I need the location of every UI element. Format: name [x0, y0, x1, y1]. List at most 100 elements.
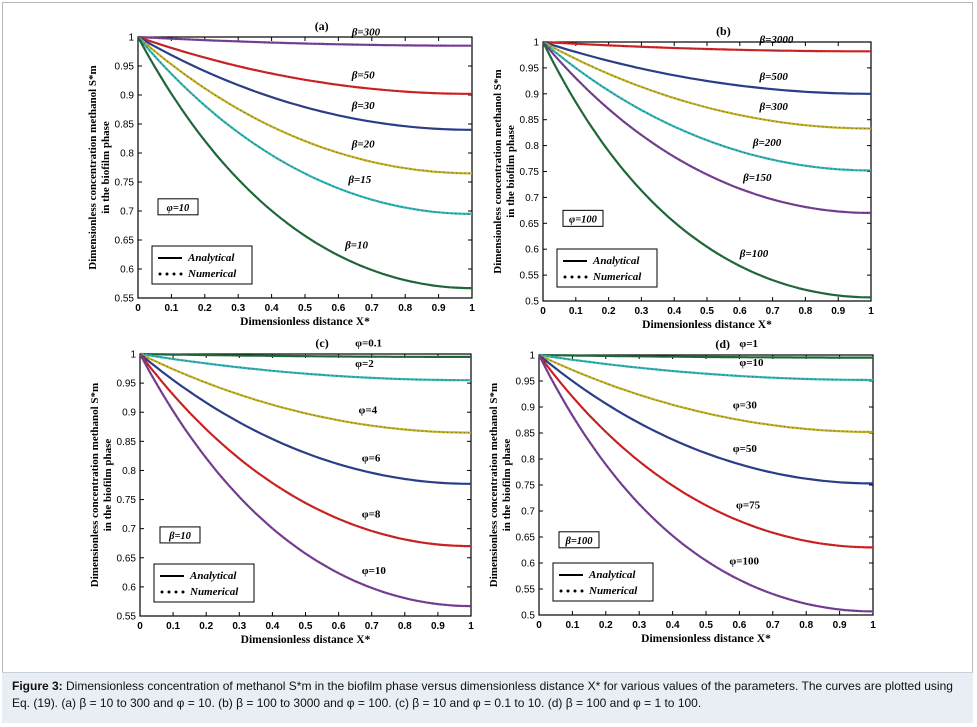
x-tick-label: 0.5 — [699, 620, 713, 631]
x-axis-label: Dimensionless distance X* — [642, 319, 772, 331]
y-tick-label: 0.6 — [120, 265, 134, 276]
y-axis-label: Dimensionless concentration methanol S*m — [488, 383, 500, 587]
x-tick-label: 0 — [137, 621, 143, 632]
y-tick-label: 1 — [533, 38, 539, 49]
y-axis-label: Dimensionless concentration methanol S*m — [492, 69, 504, 273]
x-tick-label: 0.9 — [432, 303, 446, 314]
y-tick-label: 0.8 — [521, 455, 535, 466]
y-tick-label: 0.55 — [115, 294, 135, 305]
legend-label-numerical: Numerical — [588, 585, 638, 597]
x-tick-label: 0.8 — [398, 621, 412, 632]
series-label: φ=10 — [739, 357, 764, 369]
y-axis-label-line2: in the biofilm phase — [501, 439, 513, 532]
series-label: β=200 — [752, 137, 782, 149]
x-tick-label: 0.8 — [398, 303, 412, 314]
x-tick-label: 0 — [540, 306, 546, 317]
series-numerical-dots — [542, 41, 872, 298]
figure-caption: Figure 3: Dimensionless concentration of… — [2, 672, 973, 723]
legend-dot-numerical — [167, 590, 171, 594]
legend-dot-numerical — [174, 590, 178, 594]
y-tick-label: 0.8 — [525, 141, 539, 152]
legend-label-analytical: Analytical — [588, 569, 636, 581]
x-tick-label: 1 — [870, 620, 876, 631]
x-tick-label: 0.4 — [265, 621, 279, 632]
param-box-text: β=100 — [564, 536, 593, 547]
x-tick-label: 0.3 — [232, 621, 246, 632]
y-tick-label: 0.6 — [525, 245, 539, 256]
legend-dot-numerical — [584, 275, 588, 279]
legend-dot-numerical — [559, 589, 563, 593]
x-tick-label: 0.4 — [667, 306, 681, 317]
legend-dot-numerical — [160, 590, 164, 594]
y-tick-label: 0.7 — [120, 207, 134, 218]
series-label: β=3000 — [758, 34, 793, 46]
y-tick-label: 1 — [128, 33, 134, 44]
legend-dot-numerical — [570, 275, 574, 279]
x-tick-label: 0.8 — [799, 620, 813, 631]
legend-label-numerical: Numerical — [592, 271, 642, 283]
legend-dot-numerical — [181, 590, 185, 594]
x-tick-label: 0.6 — [332, 621, 346, 632]
y-axis-label-line2: in the biofilm phase — [100, 121, 112, 214]
series-numerical-dots — [538, 354, 873, 381]
x-tick-label: 0 — [135, 303, 141, 314]
series-numerical-dots — [139, 353, 471, 358]
series-numerical-dots — [139, 353, 471, 381]
legend-dot-numerical — [566, 589, 570, 593]
legend-label-numerical: Numerical — [187, 268, 237, 280]
x-tick-label: 0.5 — [298, 303, 312, 314]
x-tick-label: 0.9 — [431, 621, 445, 632]
series-label: β=100 — [739, 248, 769, 260]
series-numerical-dots — [542, 41, 871, 95]
y-tick-label: 0.65 — [516, 533, 536, 544]
y-tick-label: 0.65 — [117, 553, 137, 564]
series-numerical-dots — [538, 354, 873, 548]
x-tick-label: 1 — [468, 621, 474, 632]
param-box-text: φ=10 — [167, 203, 190, 214]
x-tick-label: 0.3 — [231, 303, 245, 314]
y-tick-label: 0.85 — [520, 115, 540, 126]
y-tick-label: 0.55 — [117, 612, 137, 623]
param-box-text: β=10 — [168, 531, 192, 542]
y-tick-label: 0.65 — [115, 236, 135, 247]
y-tick-label: 0.65 — [520, 219, 540, 230]
x-axis-label: Dimensionless distance X* — [241, 634, 371, 646]
x-tick-label: 0.1 — [164, 303, 178, 314]
y-tick-label: 1 — [529, 351, 535, 362]
chart-panel-1: (b) 0 0.1 0.2 0.3 0.4 0.5 0.6 0.7 0.8 0.9 1 0.5 0.55 0… — [492, 24, 874, 331]
x-tick-label: 0.2 — [599, 620, 613, 631]
param-box-text: φ=100 — [569, 214, 598, 225]
y-tick-label: 0.8 — [122, 466, 136, 477]
x-tick-label: 0 — [536, 620, 542, 631]
legend-box — [552, 562, 654, 602]
x-tick-label: 0.7 — [766, 620, 780, 631]
y-tick-label: 0.7 — [525, 193, 539, 204]
legend-dot-numerical — [573, 589, 577, 593]
y-axis-label: Dimensionless concentration methanol S*m — [89, 383, 101, 587]
panel-title: (a) — [315, 19, 329, 33]
legend-box — [151, 245, 253, 285]
series-numerical-dots — [538, 354, 874, 612]
x-axis-label: Dimensionless distance X* — [641, 633, 771, 645]
series-numerical-dots — [137, 36, 472, 174]
y-tick-label: 0.9 — [521, 403, 535, 414]
param-box — [558, 531, 600, 549]
series-numerical-dots — [139, 353, 471, 485]
y-tick-label: 0.75 — [117, 495, 137, 506]
legend-dot-numerical — [563, 275, 567, 279]
y-tick-label: 0.7 — [122, 524, 136, 535]
chart-panel-0: (a) 0 0.1 0.2 0.3 0.4 0.5 0.6 0.7 0.8 0.9 1 0.55 0.6 0… — [87, 19, 475, 328]
x-tick-label: 0.6 — [733, 306, 747, 317]
series-numerical-dots — [538, 354, 873, 359]
caption-label: Figure 3: — [12, 679, 63, 693]
y-tick-label: 0.75 — [115, 178, 135, 189]
series-label: β=15 — [347, 174, 371, 186]
y-tick-label: 0.75 — [520, 167, 540, 178]
x-tick-label: 0.2 — [198, 303, 212, 314]
series-label: φ=6 — [362, 453, 381, 465]
series-label: φ=75 — [736, 500, 761, 512]
param-box — [159, 526, 201, 544]
series-numerical-dots — [137, 36, 472, 215]
x-tick-label: 0.1 — [565, 620, 579, 631]
x-tick-label: 0.2 — [199, 621, 213, 632]
